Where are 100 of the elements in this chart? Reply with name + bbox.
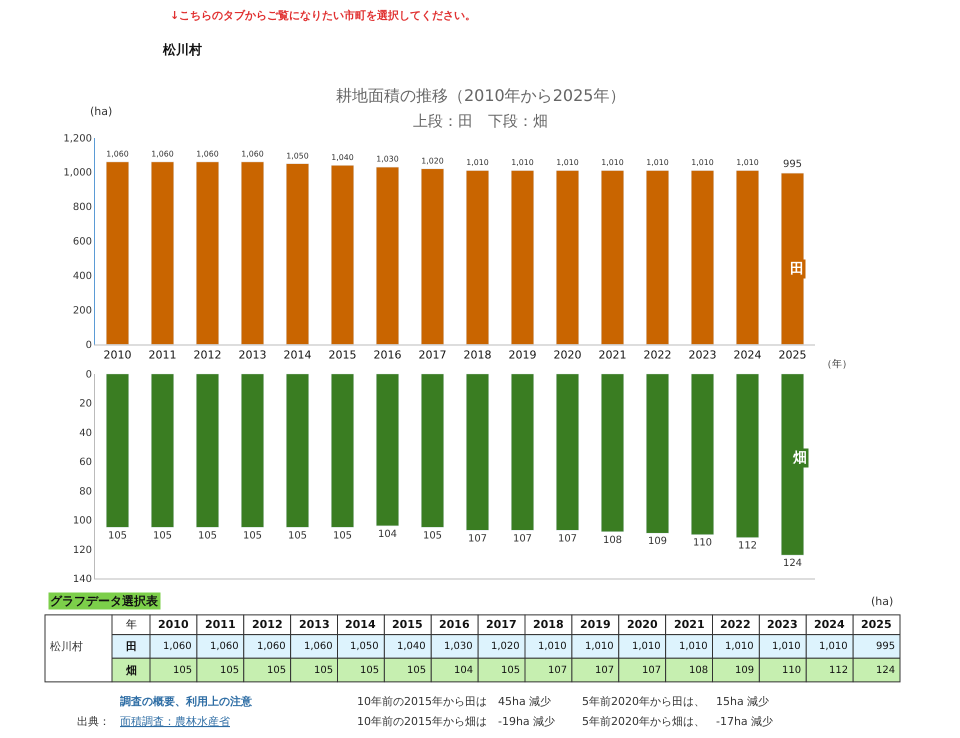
category-label: 2020 — [627, 618, 658, 631]
data-label: 112 — [738, 540, 758, 552]
data-label: 1,010 — [601, 158, 624, 168]
text: 110 — [782, 665, 802, 676]
x-tick-label: 2016 — [374, 348, 402, 362]
text: 調査の概要、利用上の注意 — [120, 695, 253, 708]
data-label: 105 — [152, 530, 172, 542]
x-tick-label: 2014 — [284, 348, 312, 362]
text: ↓こちらのタブからご覧になりたい市町を選択してください。 — [170, 9, 476, 22]
text: 5年前2020年から田は、 15ha 減少 — [582, 695, 770, 708]
data-label: 1,010 — [736, 158, 759, 168]
category-label: 2024 — [814, 618, 845, 631]
y-tick-label: 0 — [86, 369, 92, 380]
text: 1,060 — [304, 641, 333, 652]
text: 松川村 — [162, 43, 202, 58]
y-tick-label: 400 — [72, 271, 92, 282]
data-label: 105 — [108, 530, 128, 542]
bar — [601, 170, 624, 344]
data-label: 1,060 — [151, 150, 174, 159]
text: 畑 — [126, 664, 137, 677]
bar — [241, 162, 264, 344]
text: グラフデータ選択表 — [50, 594, 159, 608]
text: 年 — [126, 618, 137, 631]
text: 1,010 — [585, 641, 614, 652]
category-label: 2015 — [392, 618, 423, 631]
category-label: 2013 — [299, 618, 330, 631]
y-tick-label: 80 — [79, 486, 92, 498]
x-tick-label: 2019 — [508, 348, 536, 362]
x-tick-label: 2021 — [598, 348, 626, 362]
category-label: 2016 — [439, 618, 470, 631]
category-label: 2025 — [861, 618, 892, 631]
annotation: 田 — [790, 261, 804, 277]
text: 1,010 — [772, 641, 801, 652]
text: 105 — [220, 665, 240, 676]
text: 松川村 — [50, 640, 83, 653]
x-tick-label: 2023 — [688, 348, 716, 362]
category-label: 2010 — [158, 618, 189, 631]
data-label: 1,060 — [196, 150, 219, 159]
text: 1,010 — [538, 641, 567, 652]
x-tick-label: 2013 — [238, 348, 266, 362]
data-label: 109 — [648, 536, 668, 548]
x-tick-label: 2011 — [148, 348, 176, 362]
text: 田 — [126, 640, 137, 653]
data-label: 104 — [378, 528, 398, 540]
text: 1,010 — [819, 641, 848, 652]
text: 1,010 — [679, 641, 708, 652]
y-tick-label: 600 — [72, 236, 92, 248]
data-label: 107 — [468, 533, 488, 544]
chart-subtitle: 上段：田 下段：畑 — [413, 112, 548, 130]
y-tick-label: 140 — [72, 574, 92, 586]
text: 5年前2020年から畑は、 -17ha 減少 — [582, 715, 774, 728]
category-label: 2022 — [720, 618, 751, 631]
data-label: 105 — [422, 530, 442, 542]
chart-title: 耕地面積の推移（2010年から2025年） — [336, 86, 626, 105]
text: 112 — [829, 665, 848, 676]
category-label: 2023 — [767, 618, 798, 631]
text: 105 — [173, 665, 192, 676]
text: 1,010 — [725, 641, 754, 652]
y-tick-label: 40 — [79, 428, 92, 439]
text: 10年前の2015年から畑は -19ha 減少 — [357, 715, 556, 728]
bar — [151, 162, 174, 344]
y-axis-title: (ha) — [90, 105, 112, 118]
data-label: 1,010 — [646, 158, 669, 168]
text: (ha) — [871, 595, 894, 608]
text: 105 — [267, 665, 286, 676]
data-label: 107 — [512, 533, 532, 544]
data-label: 105 — [288, 530, 308, 542]
category-label: 2017 — [486, 618, 517, 631]
x-tick-label: 2022 — [644, 348, 672, 362]
text: 面積調査：農林水産省 — [120, 715, 230, 728]
bar — [331, 165, 354, 344]
bar — [196, 162, 219, 344]
y-tick-label: 60 — [79, 457, 92, 468]
data-label: 105 — [242, 530, 262, 542]
category-label: 2021 — [674, 618, 705, 631]
category-label: 2014 — [345, 618, 376, 631]
bar — [376, 166, 399, 344]
bar — [106, 162, 129, 344]
text: 1,030 — [444, 641, 473, 652]
text: 1,010 — [632, 641, 661, 652]
text: 10年前の2015年から田は 45ha 減少 — [357, 695, 552, 708]
text: 104 — [454, 665, 474, 676]
bar — [736, 170, 759, 344]
data-label: 1,050 — [286, 151, 309, 160]
text: 107 — [642, 665, 662, 676]
text: 109 — [735, 665, 754, 676]
bar — [556, 170, 579, 344]
data-label: 124 — [782, 558, 802, 570]
text: 107 — [548, 665, 568, 676]
y-tick-label: 20 — [79, 398, 92, 410]
text: 124 — [876, 665, 896, 676]
x-tick-label: 2017 — [418, 348, 446, 362]
x-tick-label: 2024 — [734, 348, 762, 362]
text: 105 — [314, 665, 334, 676]
x-tick-label: 2025 — [778, 348, 806, 362]
text: 108 — [689, 665, 708, 676]
data-label: 107 — [558, 533, 578, 544]
data-label: 108 — [602, 534, 622, 546]
text: 1,060 — [163, 641, 192, 652]
data-label: 1,010 — [556, 158, 579, 168]
